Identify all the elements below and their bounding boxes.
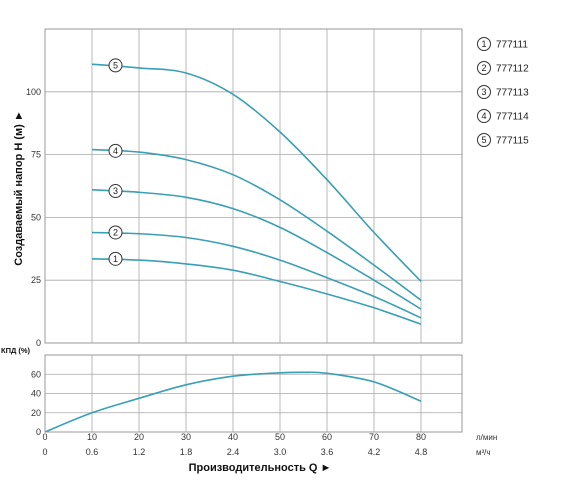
legend-entry-label: 777112: [496, 64, 529, 75]
curve-marker-circle: [108, 58, 123, 73]
efficiency-plot: 0 20 40 60 КПД (%): [1, 346, 463, 437]
head-y-ticks: 0 25 50 75 100: [26, 87, 41, 348]
legend-marker-number: 5: [481, 135, 486, 145]
x-tick-lpm-label: 80: [416, 432, 426, 442]
legend-marker-circle: [477, 133, 491, 147]
efficiency-grid: [45, 355, 462, 432]
curve-marker-label: 1: [113, 254, 118, 264]
curve-marker-circle: [108, 143, 123, 158]
head-curve-3: [91, 189, 422, 310]
head-curves: [91, 63, 422, 325]
efficiency-y-tick-label: 0: [36, 427, 41, 437]
x-tick-lpm-label: 40: [228, 432, 238, 442]
curve-marker-label: 4: [113, 146, 118, 156]
x-tick-lpm-label: 20: [134, 432, 144, 442]
head-y-tick-label: 75: [31, 150, 41, 160]
efficiency-y-ticks: 0 20 40 60: [31, 369, 41, 437]
legend-entry-label: 777111: [496, 40, 528, 51]
efficiency-y-tick-label: 20: [31, 408, 41, 418]
curve-marker-circle: [108, 251, 123, 266]
head-y-axis-title: Создаваемый напор H (м) ►: [13, 110, 25, 265]
legend-marker-circle: [477, 85, 491, 99]
curve-marker-circle: [108, 225, 123, 240]
legend-marker-number: 4: [481, 111, 486, 121]
x-tick-m3h-label: 4.2: [368, 447, 381, 457]
x-tick-lpm-label: 70: [369, 432, 379, 442]
legend-entry-label: 777115: [496, 136, 529, 147]
x-tick-lpm-label: 30: [181, 432, 191, 442]
x-tick-m3h-label: 3.6: [321, 447, 334, 457]
x-tick-m3h-label: 0.6: [86, 447, 99, 457]
legend-marker-circle: [477, 109, 491, 123]
x-axis-title: Производительность Q ►: [189, 462, 332, 474]
legend-marker-circle: [477, 61, 491, 75]
head-plot: 1 2 3 4 5 0 25 50 75 100 Создаваемый напор H (м)…: [13, 28, 463, 348]
efficiency-y-tick-label: 60: [31, 369, 41, 379]
curve-marker-label: 2: [113, 228, 118, 238]
x-tick-m3h-label: 2.4: [227, 447, 240, 457]
x-ticks-lpm: 0 10 20 30 40 50 60 70 80: [42, 432, 426, 442]
curve-marker-label: 3: [113, 186, 118, 196]
legend-marker-number: 3: [481, 87, 486, 97]
head-curve-markers: 1 2 3 4 5: [108, 58, 123, 266]
x-tick-lpm-label: 60: [322, 432, 332, 442]
efficiency-curve: [44, 371, 422, 433]
legend-marker-number: 2: [481, 63, 486, 73]
head-plot-frame: [44, 28, 463, 344]
x-tick-lpm-label: 10: [87, 432, 97, 442]
x-tick-lpm-label: 0: [42, 432, 47, 442]
efficiency-curve-line: [44, 371, 422, 433]
x-axis: 0 10 20 30 40 50 60 70 80 0 0.6 1.2 1.8 2.4 3.0 3.6 4.2…: [42, 432, 497, 474]
efficiency-y-tick-label: 40: [31, 389, 41, 399]
x-unit-lpm: л/мин: [476, 433, 497, 442]
head-curve-4: [91, 148, 422, 301]
head-curve-5: [91, 63, 422, 283]
x-tick-m3h-label: 1.8: [180, 447, 193, 457]
x-tick-m3h-label: 0: [42, 447, 47, 457]
head-curve-1: [91, 258, 422, 325]
x-unit-m3h: м³/ч: [476, 448, 491, 457]
x-tick-lpm-label: 50: [275, 432, 285, 442]
efficiency-y-axis-title: КПД (%): [1, 346, 31, 355]
head-curve-2: [91, 231, 422, 319]
x-tick-m3h-label: 3.0: [274, 447, 287, 457]
x-ticks-m3h: 0 0.6 1.2 1.8 2.4 3.0 3.6 4.2 4.8: [42, 447, 427, 457]
head-y-tick-label: 100: [26, 87, 41, 97]
legend-marker-number: 1: [481, 39, 486, 49]
head-y-tick-label: 25: [31, 275, 41, 285]
x-tick-m3h-label: 4.8: [415, 447, 428, 457]
x-tick-m3h-label: 1.2: [133, 447, 146, 457]
head-y-tick-label: 0: [36, 338, 41, 348]
legend-entry-label: 777113: [496, 88, 529, 99]
curve-marker-label: 5: [113, 61, 118, 71]
head-y-tick-label: 50: [31, 212, 41, 222]
efficiency-plot-frame: [44, 354, 463, 433]
legend-entry-label: 777114: [496, 112, 529, 123]
legend: 1 777111 2 777112 3 777113 4 777114 5 777115: [477, 37, 529, 147]
legend-marker-circle: [477, 37, 491, 51]
curve-marker-circle: [108, 184, 123, 199]
